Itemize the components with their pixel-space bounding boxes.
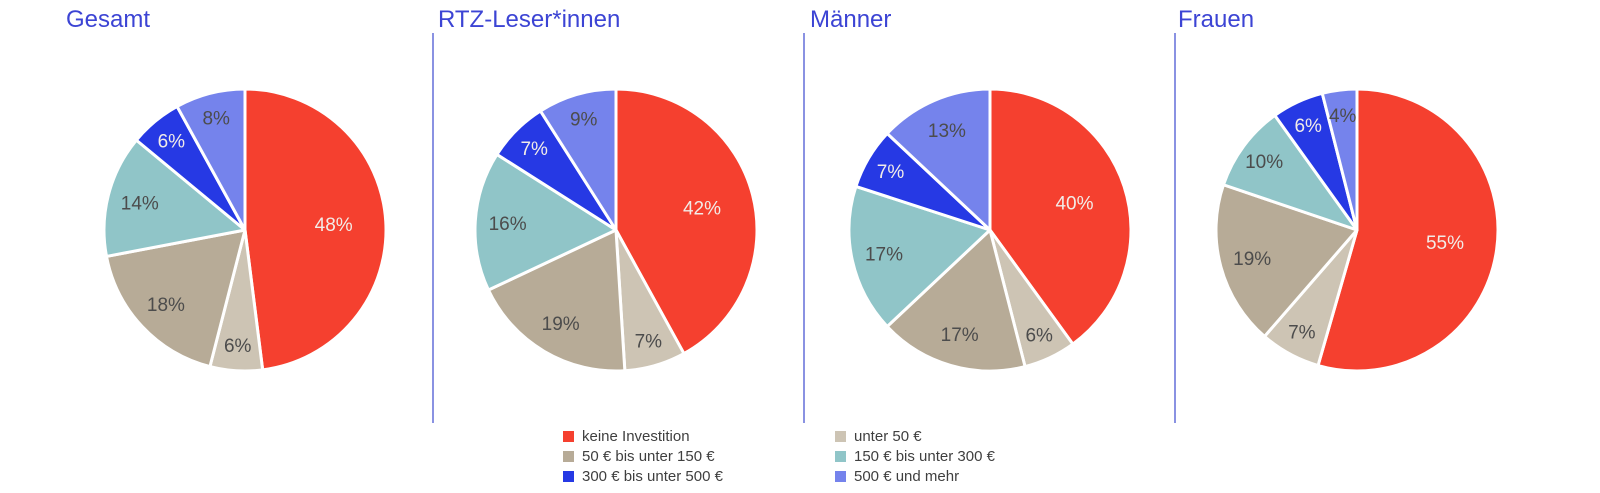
pie-slice [847,184,992,329]
legend-item: 50 € bis unter 150 € [563,446,723,466]
slice-label: 48% [315,215,353,236]
pie-slice [473,152,618,292]
legend-item: 150 € bis unter 300 € [835,446,995,466]
legend-label: 50 € bis unter 150 € [582,447,715,465]
chart-title-frauen: Frauen [1178,6,1255,33]
chart-title-maenner: Männer [810,6,892,33]
slice-label: 7% [1288,322,1316,343]
legend-label: unter 50 € [854,427,922,445]
legend-column-left: keine Investition 50 € bis unter 150 € 3… [563,426,723,486]
legend-item: keine Investition [563,426,723,446]
pie-slice [102,138,247,258]
legend-swatch-150-bis-300 [835,450,846,462]
legend-column-right: unter 50 € 150 € bis unter 300 € 500 € u… [835,426,995,486]
slice-label: 19% [542,314,580,335]
slice-label: 16% [489,214,527,235]
legend-swatch-keine-investition [563,430,574,442]
slice-label: 42% [683,199,721,220]
pie-slice [538,87,618,232]
slice-label: 8% [202,109,230,130]
pie-slice [614,87,759,356]
pie-chart-gesamt: 48% 6% 18% 14% 6% 8% [102,87,388,373]
slice-label: 7% [635,332,663,353]
pie-chart-rtz-leserinnen: 42% 7% 19% 16% 7% 9% [473,87,759,373]
slice-label: 40% [1055,193,1093,214]
pie-slice [885,228,1027,373]
panel-separator [1174,33,1176,423]
slice-label: 14% [121,194,159,215]
slice-label: 6% [1294,116,1322,137]
slice-label: 13% [928,121,966,142]
chart-title-rtz-leserinnen: RTZ-Leser*innen [438,6,621,33]
slice-label: 18% [147,295,185,316]
slice-label: 55% [1426,233,1464,254]
pie-slice [175,87,247,232]
slice-label: 6% [224,336,252,357]
slice-label: 4% [1329,106,1357,127]
pie-slice [988,87,1133,346]
slice-label: 19% [1233,249,1271,270]
legend-item: 500 € und mehr [835,466,995,486]
pie-chart-frauen: 55% 7% 19% 10% 6% 4% [1214,87,1500,373]
pie-slice [1214,183,1359,338]
slice-label: 9% [570,110,598,131]
legend-item: 300 € bis unter 500 € [563,466,723,486]
pie-slice [243,87,388,372]
panel-separator [803,33,805,423]
slice-label: 7% [877,162,905,183]
legend-swatch-50-bis-150 [563,450,574,462]
legend-label: keine Investition [582,427,690,445]
legend-label: 300 € bis unter 500 € [582,467,723,485]
slice-label: 6% [158,132,186,153]
slice-label: 10% [1245,152,1283,173]
chart-title-gesamt: Gesamt [66,6,151,33]
panel-separator [432,33,434,423]
legend-label: 500 € und mehr [854,467,960,485]
slice-label: 17% [941,325,979,346]
slice-label: 7% [520,139,548,160]
slice-label: 17% [865,244,903,265]
pie-slice [1320,87,1359,232]
legend-swatch-300-bis-500 [563,470,574,482]
legend-label: 150 € bis unter 300 € [854,447,995,465]
legend-swatch-500-und-mehr [835,470,846,482]
pie-chart-maenner: 40% 6% 17% 17% 7% 13% [847,87,1133,373]
pie-slice [105,228,247,369]
legend-swatch-unter-50 [835,430,846,442]
pie-slice [1316,87,1500,373]
pie-slice [885,87,992,232]
legend-item: unter 50 € [835,426,995,446]
slice-label: 6% [1025,325,1053,346]
pie-slice [1221,113,1359,232]
pie-slice [486,228,627,373]
